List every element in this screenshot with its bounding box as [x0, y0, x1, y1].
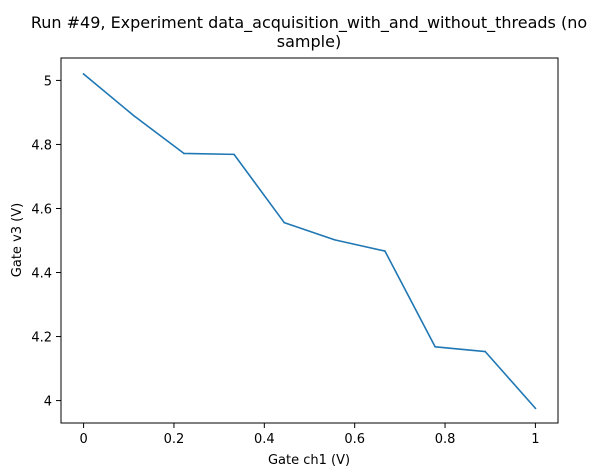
data-point — [434, 345, 436, 348]
x-axis-label: Gate ch1 (V) — [268, 453, 350, 468]
y-tick-label: 4.6 — [31, 202, 52, 217]
data-point — [484, 350, 487, 353]
y-tick-label: 4.2 — [31, 331, 52, 346]
y-axis-label: Gate v3 (V) — [10, 203, 25, 277]
y-tick-label: 4.8 — [31, 138, 52, 153]
y-tick-label: 5 — [44, 74, 52, 89]
data-point — [132, 114, 135, 117]
chart-title-line-2: sample) — [277, 32, 341, 51]
data-point — [384, 250, 386, 252]
plot-frame — [60, 57, 559, 424]
y-tick-label: 4.4 — [31, 267, 52, 282]
x-tick-label: 0.6 — [344, 432, 365, 447]
data-point — [233, 153, 235, 156]
x-tick-label: 0.2 — [164, 432, 185, 447]
x-tick-label: 0.8 — [435, 432, 456, 447]
data-point — [334, 239, 336, 241]
y-tick-label: 4 — [44, 395, 52, 410]
x-tick-label: 0.4 — [254, 432, 275, 447]
x-tick-label: 1 — [531, 432, 539, 447]
chart-title-line-1: Run #49, Experiment data_acquisition_wit… — [31, 13, 587, 33]
data-point — [183, 152, 185, 155]
data-point — [82, 73, 85, 75]
x-tick-label: 0 — [79, 432, 87, 447]
series-line-0 — [82, 72, 537, 410]
data-point — [534, 407, 537, 410]
data-point — [283, 221, 285, 224]
plot-area: 0 0.2 0.4 0.6 0.8 1 4 4.2 4.4 4.6 4.8 5 — [31, 57, 559, 447]
